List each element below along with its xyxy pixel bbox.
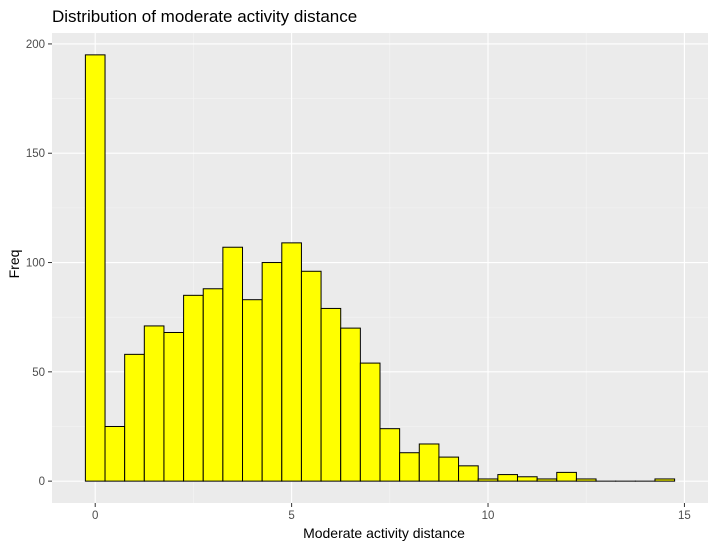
histogram-bar: [104, 425, 126, 482]
x-tick-label: 10: [482, 510, 495, 522]
y-axis-title: Freq: [6, 250, 22, 279]
y-axis-ticks: 0 50 100 150 200: [26, 39, 52, 488]
histogram-bar: [163, 331, 185, 482]
histogram-bar: [320, 307, 342, 482]
x-tick-label: 15: [678, 510, 691, 522]
histogram-bar: [536, 478, 558, 482]
histogram-bar: [359, 362, 381, 482]
x-axis-ticks: 0 5 10 15: [92, 503, 691, 522]
histogram-bar: [399, 452, 420, 482]
histogram-bar: [575, 478, 597, 482]
y-tick-label: 50: [32, 367, 45, 379]
y-tick-label: 150: [26, 148, 45, 160]
histogram-bar: [340, 327, 361, 482]
histogram-bar: [202, 288, 224, 482]
histogram-bar: [516, 476, 538, 482]
histogram-bar: [124, 353, 145, 482]
histogram-bar: [300, 270, 322, 482]
histogram-bar: [458, 465, 479, 482]
histogram-bar: [556, 471, 577, 482]
chart-title: Distribution of moderate activity distan…: [52, 7, 357, 26]
histogram-bar: [497, 474, 518, 482]
histogram-bar: [418, 443, 440, 482]
x-axis-title: Moderate activity distance: [303, 525, 465, 541]
y-tick-label: 200: [26, 39, 45, 51]
histogram-bar: [477, 478, 499, 482]
x-tick-label: 5: [288, 510, 294, 522]
y-tick-label: 0: [39, 476, 45, 488]
histogram-bar: [438, 456, 460, 482]
histogram-bar: [281, 242, 302, 482]
histogram-bar: [143, 325, 165, 482]
histogram-bar: [654, 478, 676, 482]
x-tick-label: 0: [92, 510, 98, 522]
histogram-bars: [84, 54, 676, 482]
histogram-bar: [222, 246, 244, 482]
histogram-bar: [379, 428, 401, 482]
histogram-bar: [261, 262, 283, 482]
y-tick-label: 100: [26, 258, 45, 270]
histogram-bar: [242, 299, 263, 482]
histogram-bar: [84, 54, 106, 482]
histogram-bar: [183, 294, 204, 482]
